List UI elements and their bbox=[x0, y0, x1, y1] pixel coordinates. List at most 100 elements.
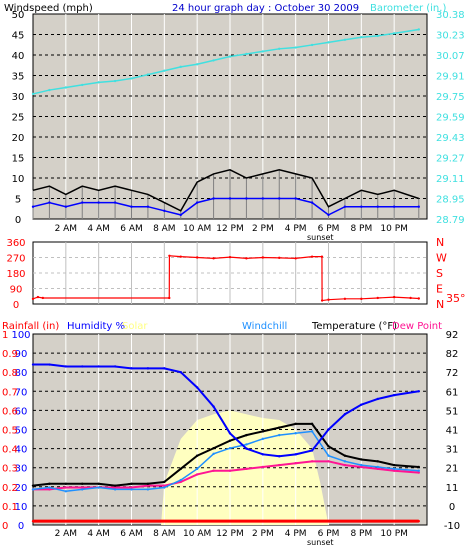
temperature-point bbox=[146, 482, 150, 486]
humidity-point bbox=[327, 428, 330, 431]
humidity-point bbox=[261, 453, 265, 456]
windchill-point bbox=[31, 488, 35, 491]
temperature-point bbox=[360, 458, 363, 461]
wind-barometer-panel: 0 5 10 15 20 25 30 35 40 45 50 28.79 28.95 29.11 29.2… bbox=[12, 10, 465, 242]
windchill-point bbox=[278, 433, 281, 437]
humidity-point bbox=[294, 453, 297, 456]
direction-gridlines bbox=[33, 242, 427, 304]
barometer-point bbox=[64, 86, 68, 89]
windspeed-tick: 50 bbox=[12, 10, 25, 21]
average-wind-point bbox=[113, 201, 117, 204]
dewpoint-point bbox=[327, 460, 330, 463]
direction-point bbox=[31, 297, 35, 301]
dewpoint-point bbox=[163, 484, 166, 487]
windspeed-tick: 15 bbox=[12, 154, 25, 165]
time-label: 10 AM bbox=[183, 529, 211, 539]
windspeed-tick: 45 bbox=[12, 31, 25, 42]
temperature-tick: 21 bbox=[446, 464, 459, 475]
direction-point bbox=[261, 256, 265, 259]
temperature-point bbox=[343, 454, 347, 457]
direction-degree-labels: 0 90 180 270 360 bbox=[6, 238, 25, 311]
temperature-point bbox=[81, 482, 84, 486]
barometer-point bbox=[48, 88, 51, 92]
direction-point bbox=[310, 255, 314, 258]
barometer-point bbox=[376, 34, 379, 38]
dewpoint-point bbox=[360, 465, 363, 469]
dewpoint-point bbox=[245, 467, 248, 471]
humidity-tick: 50 bbox=[15, 426, 28, 437]
dewpoint-point bbox=[343, 463, 347, 467]
wind-time-labels: 2 AM 4 AM 6 AM 8 AM 10 AM 12 PM 2 PM 4 PM 6 PM 8 … bbox=[55, 224, 408, 242]
direction-compass-tick: E bbox=[436, 283, 443, 296]
windchill-point bbox=[113, 488, 117, 491]
humidity-tick: 90 bbox=[15, 349, 28, 360]
barometer-point bbox=[81, 83, 84, 87]
direction-point bbox=[245, 257, 248, 260]
average-wind-point bbox=[392, 205, 396, 208]
humidity-tick: 0 bbox=[18, 521, 24, 532]
direction-point bbox=[343, 297, 347, 301]
direction-degree-tick: 360 bbox=[6, 238, 25, 249]
direction-compass-tick: N bbox=[436, 236, 444, 249]
windspeed-tick: 0 bbox=[15, 215, 21, 226]
dewpoint-point bbox=[417, 471, 420, 474]
windchill-point bbox=[261, 437, 265, 441]
barometer-tick: 29.11 bbox=[436, 174, 465, 185]
barometer-point bbox=[343, 38, 347, 41]
barometer-point bbox=[294, 46, 297, 49]
direction-point bbox=[327, 298, 330, 301]
direction-point bbox=[179, 255, 182, 258]
direction-series-group bbox=[31, 254, 420, 302]
dewpoint-point bbox=[261, 465, 265, 469]
barometer-point bbox=[360, 36, 363, 39]
humidity-point bbox=[392, 393, 396, 397]
humidity-point bbox=[310, 449, 314, 452]
humidity-line bbox=[33, 363, 419, 458]
time-label: 8 PM bbox=[350, 529, 372, 539]
barometer-line bbox=[32, 28, 419, 95]
windchill-point bbox=[417, 469, 420, 472]
temperature-point bbox=[294, 422, 297, 426]
rainfall-tick: 0.7 bbox=[2, 387, 18, 398]
windchill-line bbox=[32, 430, 419, 493]
humidity-point bbox=[228, 432, 232, 435]
barometer-tick: 29.59 bbox=[436, 113, 465, 124]
windchill-point bbox=[64, 490, 68, 493]
average-wind-point bbox=[163, 209, 166, 212]
barometer-tick: 28.79 bbox=[436, 215, 465, 226]
rainfall-tick: 0.6 bbox=[2, 406, 18, 417]
temperature-series-group bbox=[31, 363, 420, 523]
legend-dewpoint: Dew Point bbox=[392, 321, 442, 332]
direction-point bbox=[36, 295, 40, 299]
dewpoint-point bbox=[310, 460, 314, 463]
windspeed-tick: 25 bbox=[12, 113, 25, 124]
temperature-point bbox=[64, 482, 68, 486]
temperature-tick: 92 bbox=[446, 330, 459, 341]
time-label: 8 PM bbox=[350, 224, 372, 234]
wind-series-group bbox=[31, 28, 420, 219]
average-wind-point bbox=[212, 197, 215, 200]
barometer-point bbox=[31, 92, 35, 96]
rainfall-tick: 0 bbox=[2, 521, 8, 532]
barometer-axis-title: Barometer (in.) bbox=[370, 3, 446, 14]
temperature-point bbox=[195, 454, 199, 457]
windspeed-tick: 35 bbox=[12, 72, 25, 83]
rainfall-tick: 0.4 bbox=[2, 445, 18, 456]
barometer-point bbox=[228, 55, 232, 58]
windchill-point bbox=[48, 486, 51, 489]
average-wind-point bbox=[146, 205, 150, 208]
dewpoint-point bbox=[146, 484, 150, 487]
barometer-point bbox=[130, 77, 133, 80]
average-wind-point bbox=[327, 213, 330, 217]
time-label: 2 AM bbox=[55, 529, 78, 539]
humidity-point bbox=[179, 371, 182, 374]
rainfall-tick: 1 bbox=[2, 330, 8, 341]
barometer-point bbox=[146, 73, 150, 76]
average-wind-point bbox=[376, 205, 379, 208]
windchill-point bbox=[327, 454, 330, 457]
barometer-point bbox=[97, 81, 100, 84]
dewpoint-point bbox=[376, 467, 379, 471]
